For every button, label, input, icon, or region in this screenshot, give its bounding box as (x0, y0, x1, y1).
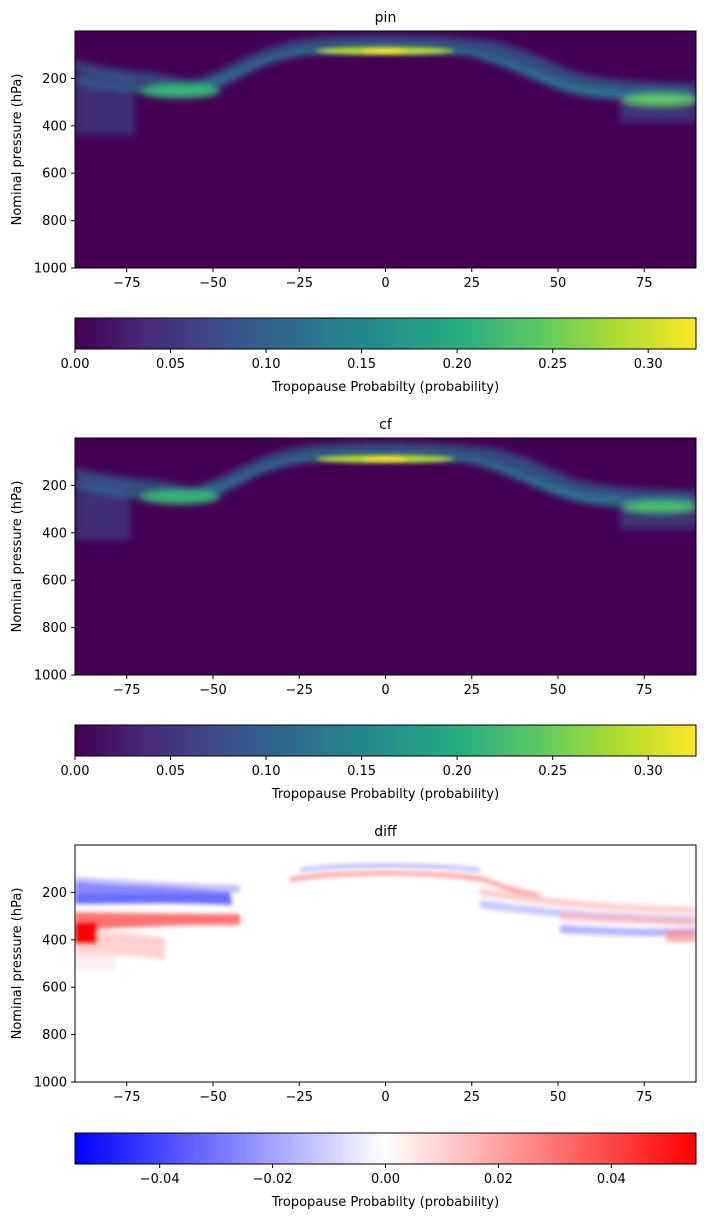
colorbar-tick-label: 0.04 (597, 1172, 626, 1187)
y-tick-label: 1000 (34, 262, 67, 277)
y-axis: 200 400 600 800 1000 (34, 886, 75, 1091)
y-tick-label: 200 (42, 886, 67, 901)
chart-title: pin (375, 10, 397, 26)
colorbar-gradient (74, 317, 697, 350)
y-tick-label: 600 (42, 167, 67, 182)
x-tick-label: 75 (636, 276, 653, 291)
colorbar-tick-label: 0.00 (371, 1172, 400, 1187)
x-tick-label: −25 (286, 276, 313, 291)
y-tick-label: 800 (42, 1028, 67, 1043)
y-tick-label: 200 (42, 479, 67, 494)
y-tick-label: 400 (42, 119, 67, 134)
colorbar-tick-label: 0.05 (156, 764, 185, 779)
y-tick-label: 1000 (34, 1076, 67, 1091)
colorbar-tick-label: 0.00 (61, 764, 90, 779)
x-axis: −75 −50 −25 0 25 50 75 (113, 268, 653, 291)
heatmap (75, 438, 696, 675)
colorbar-ticks: −0.04 −0.02 0.00 0.02 0.04 (140, 1164, 626, 1187)
colorbar-tick-label: 0.05 (156, 357, 185, 372)
x-tick-label: 25 (463, 1090, 480, 1105)
x-tick-label: 25 (463, 683, 480, 698)
colorbar-cf: 0.00 0.05 0.10 0.15 0.20 0.25 0.30 Tropopause … (61, 724, 697, 802)
heatmap-background (75, 31, 696, 268)
colorbar-tick-label: 0.02 (484, 1172, 513, 1187)
x-tick-label: 75 (636, 1090, 653, 1105)
x-tick-label: −75 (113, 276, 140, 291)
x-tick-label: 50 (550, 683, 567, 698)
colorbar-pin: 0.00 0.05 0.10 0.15 0.20 0.25 0.30 Tropopause … (61, 317, 697, 395)
colorbar-label: Tropopause Probabilty (probability) (271, 380, 499, 395)
y-tick-label: 400 (42, 933, 67, 948)
colorbar-gradient (74, 724, 697, 757)
y-axis: 200 400 600 800 1000 (34, 72, 75, 277)
x-tick-label: 50 (550, 1090, 567, 1105)
y-tick-label: 800 (42, 214, 67, 229)
colorbar-gradient (74, 1132, 697, 1165)
x-axis: −75 −50 −25 0 25 50 75 (113, 675, 653, 698)
colorbar-tick-label: 0.20 (443, 357, 472, 372)
x-tick-label: −50 (199, 276, 226, 291)
x-tick-label: −25 (286, 683, 313, 698)
y-tick-label: 400 (42, 526, 67, 541)
x-tick-label: −50 (199, 1090, 226, 1105)
colorbar-diff: −0.04 −0.02 0.00 0.02 0.04 Tropopause Probab… (74, 1132, 697, 1210)
x-tick-label: 0 (381, 276, 389, 291)
y-axis: 200 400 600 800 1000 (34, 479, 75, 684)
colorbar-tick-label: 0.30 (634, 357, 663, 372)
heatmap (75, 31, 696, 268)
y-axis-label: Nominal pressure (hPa) (10, 888, 25, 1040)
panel-pin: pin 200 400 600 800 1000 −75 −50 −25 0 25 50 75 No… (10, 10, 697, 291)
colorbar-tick-label: 0.20 (443, 764, 472, 779)
colorbar-label: Tropopause Probabilty (probability) (271, 1195, 499, 1210)
colorbar-tick-label: 0.15 (347, 764, 376, 779)
x-tick-label: 0 (381, 683, 389, 698)
x-tick-label: 75 (636, 683, 653, 698)
y-axis-label: Nominal pressure (hPa) (10, 74, 25, 226)
heatmap-background (75, 845, 696, 1082)
y-tick-label: 600 (42, 574, 67, 589)
colorbar-tick-label: 0.25 (538, 764, 567, 779)
x-tick-label: −75 (113, 1090, 140, 1105)
chart-title: cf (379, 417, 393, 433)
x-tick-label: 25 (463, 276, 480, 291)
y-tick-label: 1000 (34, 669, 67, 684)
y-tick-label: 600 (42, 981, 67, 996)
heatmap-background (75, 438, 696, 675)
colorbar-tick-label: 0.10 (252, 764, 281, 779)
heatmap (75, 845, 696, 1082)
panel-cf: cf 200 400 600 800 1000 −75 −50 −25 0 25 50 75 Nom… (10, 417, 697, 698)
colorbar-ticks: 0.00 0.05 0.10 0.15 0.20 0.25 0.30 (61, 349, 663, 372)
x-tick-label: −50 (199, 683, 226, 698)
x-tick-label: −25 (286, 1090, 313, 1105)
colorbar-label: Tropopause Probabilty (probability) (271, 787, 499, 802)
colorbar-tick-label: 0.25 (538, 357, 567, 372)
chart-title: diff (374, 824, 397, 840)
colorbar-tick-label: −0.04 (140, 1172, 180, 1187)
colorbar-ticks: 0.00 0.05 0.10 0.15 0.20 0.25 0.30 (61, 756, 663, 779)
y-tick-label: 200 (42, 72, 67, 87)
x-tick-label: 50 (550, 276, 567, 291)
colorbar-tick-label: 0.00 (61, 357, 90, 372)
y-axis-label: Nominal pressure (hPa) (10, 481, 25, 633)
panel-diff: diff 20 (10, 824, 697, 1105)
colorbar-tick-label: −0.02 (253, 1172, 293, 1187)
x-tick-label: 0 (381, 1090, 389, 1105)
x-axis: −75 −50 −25 0 25 50 75 (113, 1082, 653, 1105)
colorbar-tick-label: 0.15 (347, 357, 376, 372)
x-tick-label: −75 (113, 683, 140, 698)
colorbar-tick-label: 0.10 (252, 357, 281, 372)
y-tick-label: 800 (42, 621, 67, 636)
colorbar-tick-label: 0.30 (634, 764, 663, 779)
